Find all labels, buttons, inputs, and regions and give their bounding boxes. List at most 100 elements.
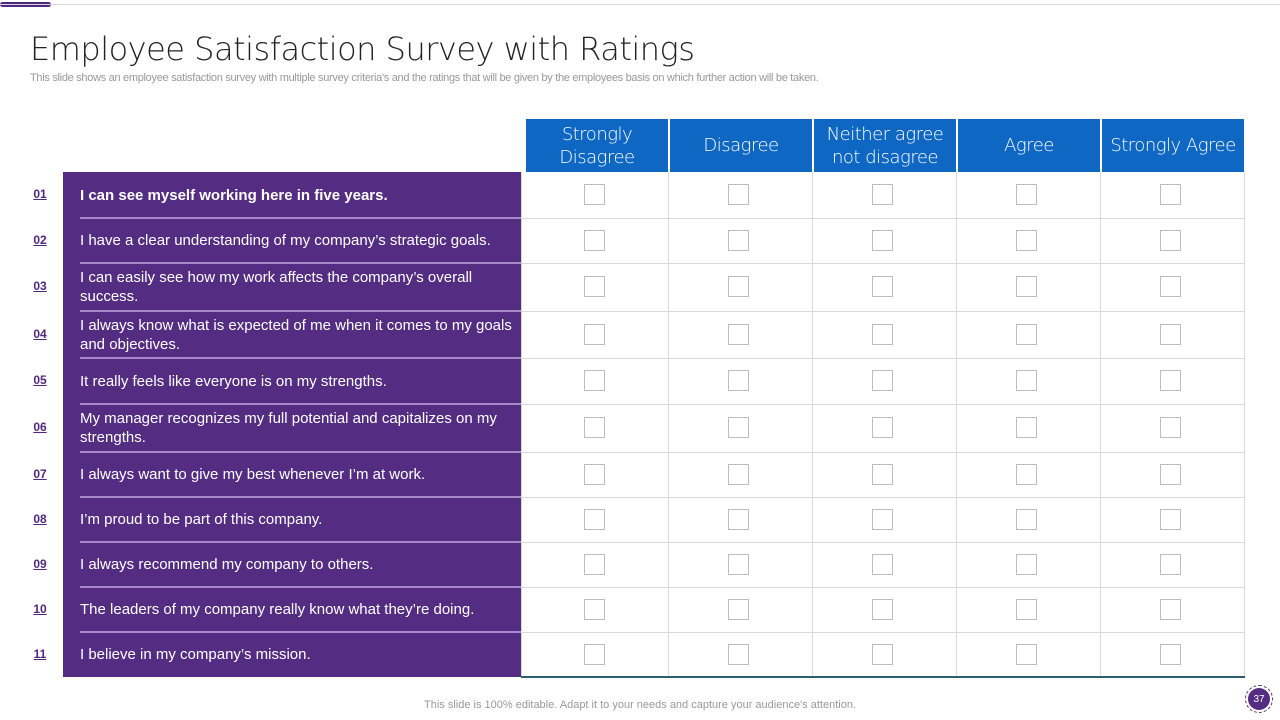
rating-checkbox-disagree[interactable]: [728, 276, 749, 297]
rating-checkbox-agree[interactable]: [1016, 370, 1037, 391]
rating-checkbox-strongly-disagree[interactable]: [584, 417, 605, 438]
row-number: 10: [33, 601, 47, 616]
rating-checkbox-disagree[interactable]: [728, 417, 749, 438]
rating-checkbox-neither-agree-not-disagree[interactable]: [872, 229, 893, 251]
rating-checkbox-neither-agree-not-disagree[interactable]: [872, 553, 893, 575]
rating-checkbox-strongly-agree[interactable]: [1160, 553, 1181, 575]
row-number: 03: [33, 279, 47, 293]
page-title: Employee Satisfaction Survey with Rating…: [30, 30, 695, 68]
page-number-badge: 37: [1245, 685, 1273, 713]
rating-checkbox-agree[interactable]: [1016, 643, 1037, 665]
rating-checkbox-agree[interactable]: [1016, 463, 1037, 485]
rating-checkbox-strongly-agree[interactable]: [1160, 463, 1181, 485]
rating-checkbox-neither-agree-not-disagree[interactable]: [872, 643, 893, 665]
grid-row-line: [521, 358, 1245, 359]
top-divider: [0, 4, 1280, 5]
statement-divider: [80, 541, 521, 543]
grid-column-line: [668, 172, 669, 677]
rating-checkbox-strongly-agree[interactable]: [1160, 229, 1181, 251]
statement-text: The leaders of my company really know wh…: [80, 601, 475, 618]
survey-statement: I can see myself working here in five ye…: [80, 172, 520, 218]
rating-checkbox-neither-agree-not-disagree[interactable]: [872, 417, 893, 438]
rating-checkbox-disagree[interactable]: [728, 229, 749, 251]
row-number: 02: [33, 232, 47, 247]
rating-checkbox-neither-agree-not-disagree[interactable]: [872, 508, 893, 530]
survey-statement: I have a clear understanding of my compa…: [80, 218, 520, 263]
row-number: 08: [33, 511, 47, 526]
grid-row-line: [521, 218, 1245, 219]
row-number: 04: [33, 326, 47, 341]
rating-checkbox-agree[interactable]: [1016, 229, 1037, 251]
statement-text: I’m proud to be part of this company.: [80, 511, 323, 528]
table-bottom-border: [521, 676, 1245, 678]
rating-checkbox-disagree[interactable]: [728, 643, 749, 665]
rating-checkbox-disagree[interactable]: [728, 370, 749, 391]
row-number: 05: [33, 373, 47, 387]
rating-checkbox-strongly-agree[interactable]: [1160, 184, 1181, 205]
statement-divider: [80, 586, 521, 588]
column-header: Strongly Agree: [1102, 119, 1244, 172]
rating-checkbox-strongly-agree[interactable]: [1160, 508, 1181, 530]
grid-row-line: [521, 542, 1245, 543]
grid-column-line: [1244, 172, 1245, 677]
grid-row-line: [521, 263, 1245, 264]
rating-checkbox-neither-agree-not-disagree[interactable]: [872, 323, 893, 345]
rating-checkbox-strongly-disagree[interactable]: [584, 276, 605, 297]
column-header: Neither agree not disagree: [814, 119, 956, 172]
grid-row-line: [521, 311, 1245, 312]
rating-checkbox-strongly-disagree[interactable]: [584, 598, 605, 620]
survey-statement: I always recommend my company to others.: [80, 542, 520, 587]
rating-checkbox-disagree[interactable]: [728, 508, 749, 530]
statement-text: I always want to give my best whenever I…: [80, 466, 426, 483]
survey-statement: The leaders of my company really know wh…: [80, 587, 520, 632]
rating-checkbox-strongly-agree[interactable]: [1160, 643, 1181, 665]
rating-checkbox-disagree[interactable]: [728, 323, 749, 345]
row-number: 01: [33, 187, 47, 201]
rating-checkbox-disagree[interactable]: [728, 598, 749, 620]
survey-statement: I’m proud to be part of this company.: [80, 497, 520, 542]
rating-checkbox-strongly-agree[interactable]: [1160, 323, 1181, 345]
rating-checkbox-strongly-disagree[interactable]: [584, 323, 605, 345]
statement-text: I can see myself working here in five ye…: [80, 186, 388, 204]
rating-checkbox-agree[interactable]: [1016, 508, 1037, 530]
rating-checkbox-disagree[interactable]: [728, 463, 749, 485]
grid-row-line: [521, 452, 1245, 453]
rating-checkbox-strongly-disagree[interactable]: [584, 184, 605, 205]
page-subtitle: This slide shows an employee satisfactio…: [30, 72, 819, 84]
rating-checkbox-disagree[interactable]: [728, 184, 749, 205]
rating-checkbox-agree[interactable]: [1016, 553, 1037, 575]
rating-checkbox-agree[interactable]: [1016, 323, 1037, 345]
statement-text: It really feels like everyone is on my s…: [80, 372, 387, 390]
rating-checkbox-neither-agree-not-disagree[interactable]: [872, 463, 893, 485]
rating-checkbox-strongly-disagree[interactable]: [584, 508, 605, 530]
statement-text: I can easily see how my work affects the…: [80, 269, 473, 305]
rating-checkbox-agree[interactable]: [1016, 598, 1037, 620]
column-header: Agree: [958, 119, 1100, 172]
rating-checkbox-strongly-disagree[interactable]: [584, 229, 605, 251]
rating-checkbox-strongly-disagree[interactable]: [584, 553, 605, 575]
rating-checkbox-neither-agree-not-disagree[interactable]: [872, 184, 893, 205]
rating-checkbox-strongly-disagree[interactable]: [584, 643, 605, 665]
column-header: Strongly Disagree: [526, 119, 668, 172]
rating-checkbox-strongly-agree[interactable]: [1160, 417, 1181, 438]
rating-checkbox-strongly-disagree[interactable]: [584, 370, 605, 391]
rating-checkbox-disagree[interactable]: [728, 553, 749, 575]
statement-text: I believe in my company’s mission.: [80, 646, 311, 663]
row-number: 07: [33, 466, 47, 481]
rating-checkbox-strongly-agree[interactable]: [1160, 598, 1181, 620]
rating-checkbox-agree[interactable]: [1016, 417, 1037, 438]
statements-panel: [63, 172, 521, 677]
grid-row-line: [521, 632, 1245, 633]
statement-divider: [80, 496, 521, 498]
survey-statement: I can easily see how my work affects the…: [80, 263, 520, 311]
rating-checkbox-neither-agree-not-disagree[interactable]: [872, 598, 893, 620]
rating-checkbox-agree[interactable]: [1016, 276, 1037, 297]
rating-checkbox-agree[interactable]: [1016, 184, 1037, 205]
rating-checkbox-strongly-disagree[interactable]: [584, 463, 605, 485]
rating-checkbox-strongly-agree[interactable]: [1160, 370, 1181, 391]
row-number: 11: [33, 646, 47, 661]
rating-checkbox-neither-agree-not-disagree[interactable]: [872, 370, 893, 391]
rating-checkbox-neither-agree-not-disagree[interactable]: [872, 276, 893, 297]
grid-column-line: [1100, 172, 1101, 677]
rating-checkbox-strongly-agree[interactable]: [1160, 276, 1181, 297]
